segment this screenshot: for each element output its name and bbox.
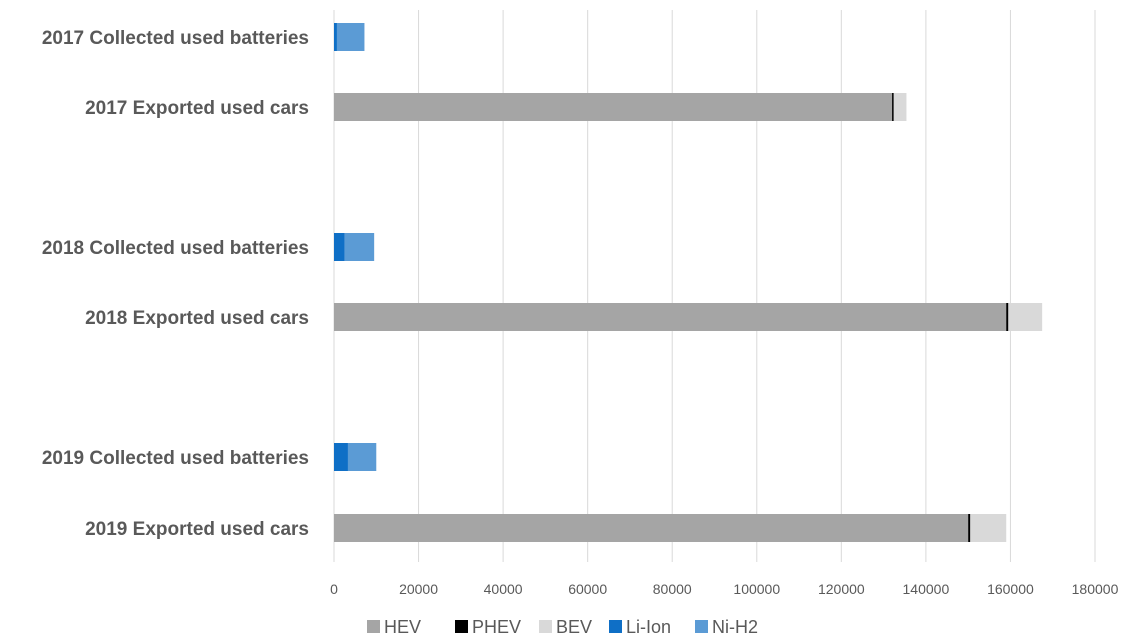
bar-segment-hev [334, 93, 893, 121]
bar-segment-hev [334, 514, 969, 542]
category-label: 2017 Exported used cars [85, 98, 309, 119]
bar-segment-ni-h2 [336, 23, 365, 51]
category-label: 2019 Exported used cars [85, 519, 309, 540]
x-tick-label: 20000 [399, 581, 438, 597]
legend-label: BEV [556, 617, 592, 636]
legend: HEV PHEV BEV Li-Ion Ni-H2 [367, 617, 758, 636]
bars [334, 23, 1043, 542]
legend-swatch [609, 620, 622, 633]
x-tick-label: 60000 [568, 581, 607, 597]
x-tick-label: 40000 [484, 581, 523, 597]
category-label: 2019 Collected used batteries [42, 448, 309, 469]
bar-segment-phev [892, 93, 894, 121]
bar-segment-phev [1006, 303, 1009, 331]
legend-label: HEV [384, 617, 421, 636]
category-labels: 2017 Collected used batteries 2017 Export… [42, 28, 309, 540]
bar-segment-li-ion [334, 443, 348, 471]
gridlines [333, 10, 1096, 562]
category-label: 2018 Collected used batteries [42, 238, 309, 259]
legend-item: BEV [539, 617, 592, 636]
bar-segment-li-ion [334, 23, 337, 51]
bar-segment-phev [968, 514, 971, 542]
category-label: 2018 Exported used cars [85, 308, 309, 329]
bar-segment-li-ion [334, 233, 345, 261]
legend-item: HEV [367, 617, 421, 636]
x-tick-labels: 0 20000 40000 60000 80000 100000 120000 140000 1… [330, 581, 1118, 597]
legend-swatch [695, 620, 708, 633]
legend-swatch [367, 620, 380, 633]
legend-item: Ni-H2 [695, 617, 758, 636]
x-tick-label: 80000 [653, 581, 692, 597]
legend-label: PHEV [472, 617, 521, 636]
legend-label: Ni-H2 [712, 617, 758, 636]
x-tick-label: 120000 [818, 581, 865, 597]
legend-item: Li-Ion [609, 617, 671, 636]
bar-segment-hev [334, 303, 1007, 331]
bar-segment-bev [1008, 303, 1043, 331]
x-tick-label: 140000 [903, 581, 950, 597]
legend-item: PHEV [455, 617, 521, 636]
legend-swatch [455, 620, 468, 633]
legend-label: Li-Ion [626, 617, 671, 636]
x-tick-label: 180000 [1072, 581, 1119, 597]
category-label: 2017 Collected used batteries [42, 28, 309, 49]
x-tick-label: 160000 [987, 581, 1034, 597]
bar-segment-bev [970, 514, 1007, 542]
bar-segment-ni-h2 [347, 443, 377, 471]
bar-segment-bev [893, 93, 907, 121]
x-tick-label: 0 [330, 581, 338, 597]
bar-segment-ni-h2 [344, 233, 375, 261]
legend-swatch [539, 620, 552, 633]
x-tick-label: 100000 [733, 581, 780, 597]
